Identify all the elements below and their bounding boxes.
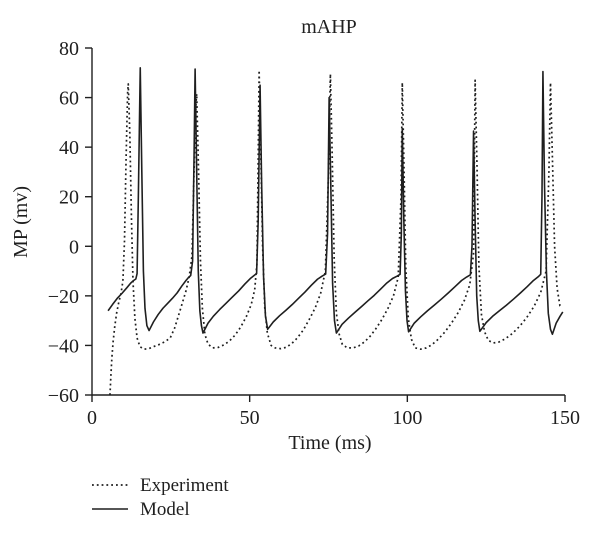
y-axis-label: MP (mv) xyxy=(10,186,32,258)
legend-label-model: Model xyxy=(140,499,190,520)
y-tick-label: −20 xyxy=(48,286,79,308)
y-tick-label: 40 xyxy=(59,137,79,159)
y-tick-label: −40 xyxy=(48,335,79,357)
chart-title: mAHP xyxy=(301,16,357,38)
x-axis-ticks: 0 50 100 150 xyxy=(87,395,580,429)
series-group xyxy=(107,67,564,396)
legend-label-experiment: Experiment xyxy=(140,475,229,496)
y-axis-ticks: 80 60 40 20 0 −20 −40 −60 xyxy=(48,38,92,407)
y-tick-label: 20 xyxy=(59,187,79,209)
y-tick-label: −60 xyxy=(48,385,79,407)
x-tick-label: 50 xyxy=(240,407,260,429)
x-axis-label: Time (ms) xyxy=(288,432,371,454)
model-series-line xyxy=(107,67,564,336)
x-tick-label: 150 xyxy=(550,407,580,429)
x-tick-label: 0 xyxy=(87,407,97,429)
legend: Experiment Model xyxy=(92,475,229,520)
experiment-series-line xyxy=(109,69,564,396)
x-tick-label: 100 xyxy=(392,407,422,429)
y-tick-label: 0 xyxy=(69,236,79,258)
y-tick-label: 60 xyxy=(59,88,79,110)
y-tick-label: 80 xyxy=(59,38,79,60)
